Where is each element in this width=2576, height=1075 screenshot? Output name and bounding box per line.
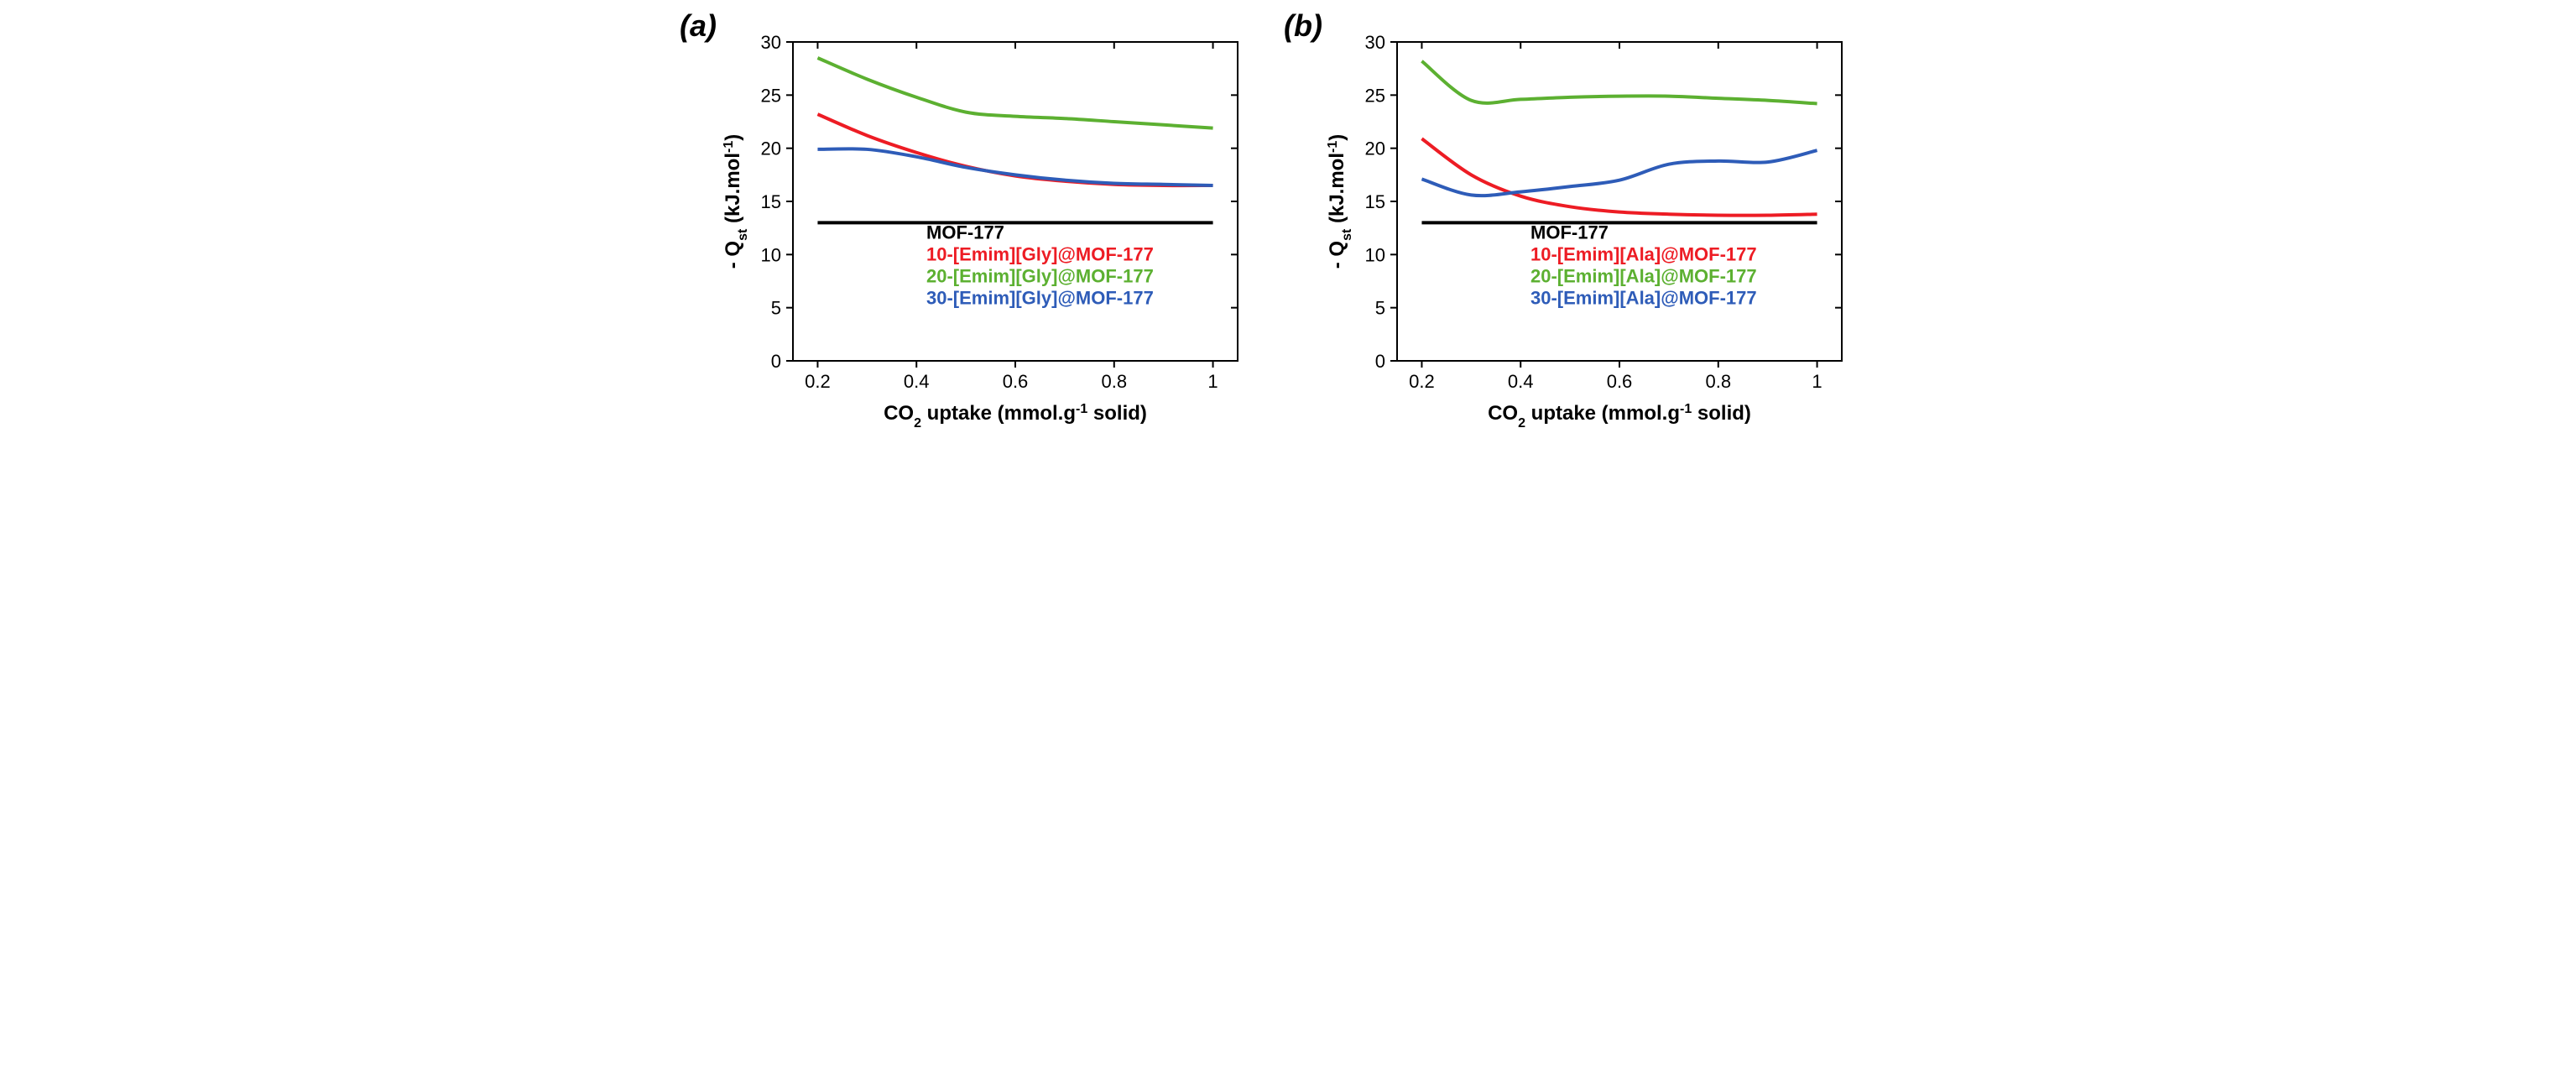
- panel-label-a: (a): [680, 8, 717, 44]
- svg-text:20: 20: [761, 138, 781, 159]
- chart-b: 0.20.40.60.81051015202530CO2 uptake (mmo…: [1322, 17, 1859, 436]
- svg-text:CO2 uptake (mmol.g-1 solid): CO2 uptake (mmol.g-1 solid): [884, 402, 1147, 431]
- svg-text:0.8: 0.8: [1101, 371, 1127, 392]
- svg-text:1: 1: [1207, 371, 1218, 392]
- panel-label-b: (b): [1284, 8, 1322, 44]
- svg-text:0.6: 0.6: [1607, 371, 1633, 392]
- svg-text:5: 5: [1375, 298, 1385, 319]
- svg-text:0: 0: [771, 351, 781, 372]
- svg-text:0.4: 0.4: [904, 371, 930, 392]
- figure-container: (a) 0.20.40.60.81051015202530CO2 uptake …: [17, 17, 2559, 436]
- svg-text:10-[Emim][Gly]@MOF-177: 10-[Emim][Gly]@MOF-177: [926, 243, 1154, 264]
- svg-text:- Qst (kJ.mol-1): - Qst (kJ.mol-1): [722, 134, 750, 269]
- chart-a: 0.20.40.60.81051015202530CO2 uptake (mmo…: [717, 17, 1254, 436]
- svg-text:20-[Emim][Ala]@MOF-177: 20-[Emim][Ala]@MOF-177: [1530, 265, 1757, 286]
- svg-text:30: 30: [761, 32, 781, 53]
- svg-text:30-[Emim][Ala]@MOF-177: 30-[Emim][Ala]@MOF-177: [1530, 287, 1757, 308]
- svg-text:25: 25: [761, 85, 781, 106]
- svg-text:15: 15: [761, 191, 781, 212]
- svg-text:15: 15: [1365, 191, 1385, 212]
- svg-text:0.4: 0.4: [1508, 371, 1534, 392]
- svg-text:20-[Emim][Gly]@MOF-177: 20-[Emim][Gly]@MOF-177: [926, 265, 1154, 286]
- svg-text:10-[Emim][Ala]@MOF-177: 10-[Emim][Ala]@MOF-177: [1530, 243, 1757, 264]
- panel-b: (b) 0.20.40.60.81051015202530CO2 uptake …: [1322, 17, 1859, 436]
- svg-text:30-[Emim][Gly]@MOF-177: 30-[Emim][Gly]@MOF-177: [926, 287, 1154, 308]
- svg-text:0.8: 0.8: [1705, 371, 1731, 392]
- svg-text:CO2 uptake (mmol.g-1 solid): CO2 uptake (mmol.g-1 solid): [1488, 402, 1751, 431]
- svg-text:0.6: 0.6: [1003, 371, 1029, 392]
- svg-text:- Qst (kJ.mol-1): - Qst (kJ.mol-1): [1326, 134, 1354, 269]
- svg-text:30: 30: [1365, 32, 1385, 53]
- svg-text:1: 1: [1812, 371, 1822, 392]
- svg-text:MOF-177: MOF-177: [926, 222, 1004, 243]
- svg-text:5: 5: [771, 298, 781, 319]
- svg-text:0.2: 0.2: [1409, 371, 1435, 392]
- svg-text:MOF-177: MOF-177: [1530, 222, 1609, 243]
- svg-text:0.2: 0.2: [805, 371, 831, 392]
- svg-text:10: 10: [761, 244, 781, 265]
- svg-text:25: 25: [1365, 85, 1385, 106]
- panel-a: (a) 0.20.40.60.81051015202530CO2 uptake …: [717, 17, 1254, 436]
- svg-text:10: 10: [1365, 244, 1385, 265]
- svg-text:20: 20: [1365, 138, 1385, 159]
- svg-text:0: 0: [1375, 351, 1385, 372]
